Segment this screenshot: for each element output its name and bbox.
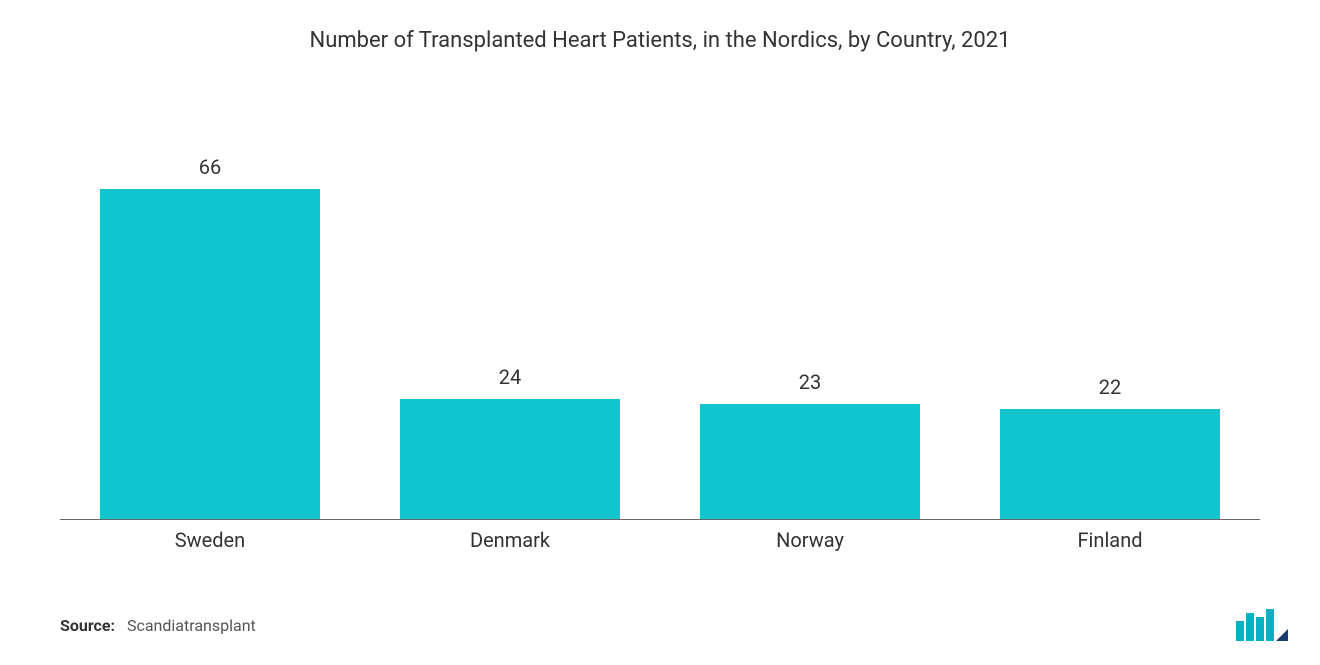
bar-value-label: 66 [199, 155, 221, 179]
source-attribution: Source: Scandiatransplant [60, 616, 256, 635]
bar [1000, 409, 1220, 519]
bar [400, 399, 620, 519]
category-label: Norway [660, 528, 960, 552]
category-label: Denmark [360, 528, 660, 552]
bar-group: 22 [960, 120, 1260, 519]
bar-chart: 66 24 23 22 [60, 120, 1260, 520]
source-text: Scandiatransplant [127, 616, 256, 635]
category-axis: Sweden Denmark Norway Finland [60, 528, 1260, 552]
bar-value-label: 22 [1099, 375, 1121, 399]
bar-value-label: 24 [499, 365, 521, 389]
bar [100, 189, 320, 519]
category-label: Finland [960, 528, 1260, 552]
bar-value-label: 23 [799, 370, 821, 394]
bar-group: 23 [660, 120, 960, 519]
category-label: Sweden [60, 528, 360, 552]
bar [700, 404, 920, 519]
bar-group: 66 [60, 120, 360, 519]
bar-group: 24 [360, 120, 660, 519]
mordor-intelligence-logo-icon [1234, 607, 1290, 643]
chart-title: Number of Transplanted Heart Patients, i… [0, 0, 1320, 53]
source-label: Source: [60, 616, 115, 635]
